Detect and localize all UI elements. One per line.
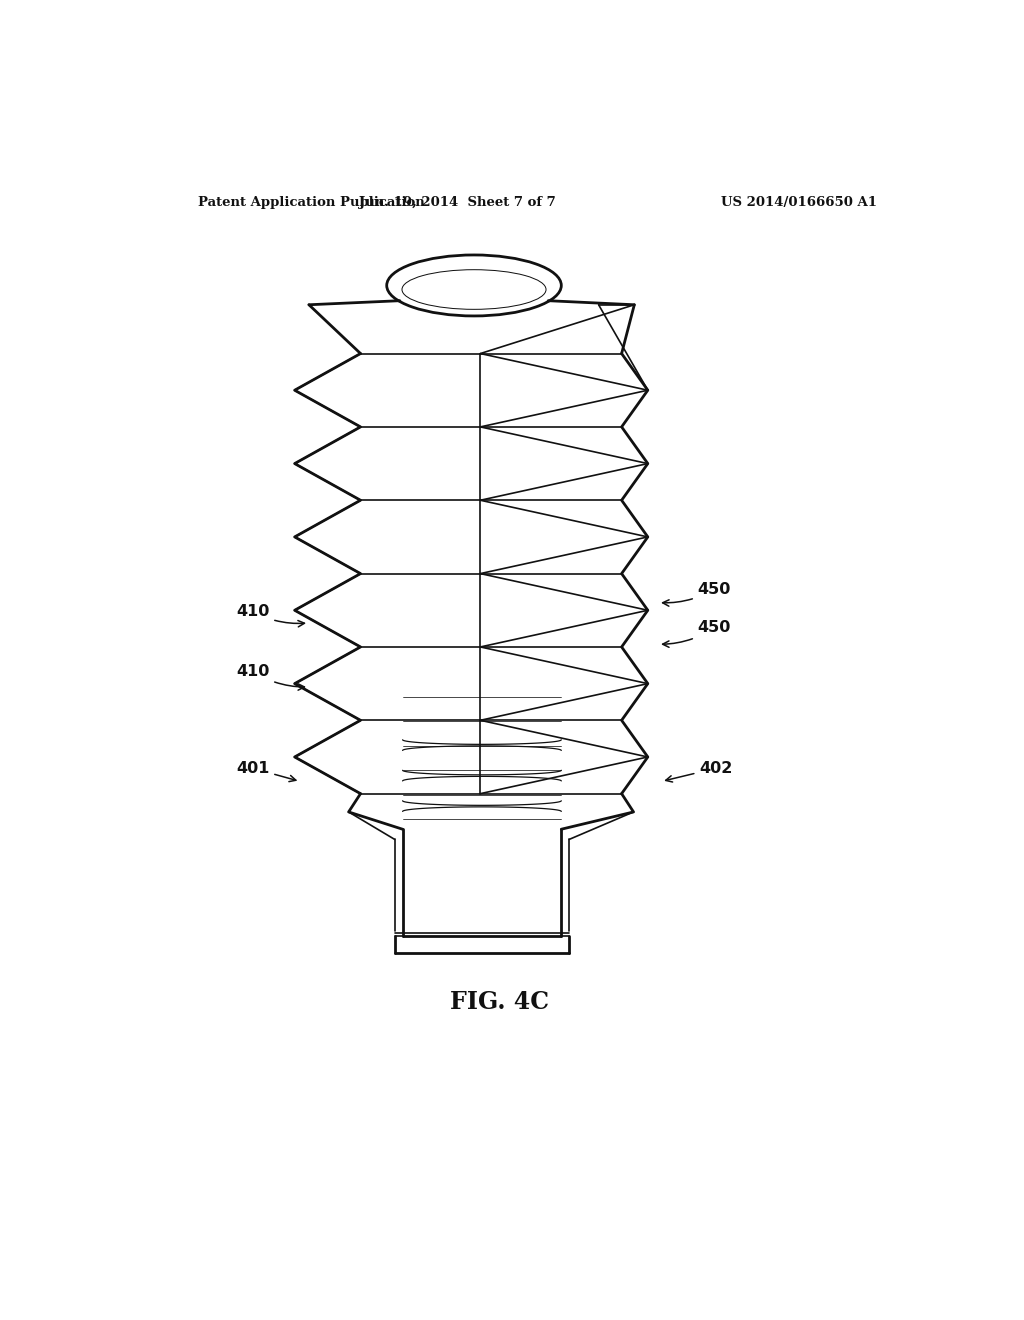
Text: 450: 450: [663, 620, 731, 647]
Text: US 2014/0166650 A1: US 2014/0166650 A1: [721, 195, 877, 209]
Text: 450: 450: [663, 582, 731, 606]
Text: FIG. 4C: FIG. 4C: [450, 990, 549, 1014]
Text: 402: 402: [666, 760, 733, 781]
Text: 401: 401: [236, 760, 296, 781]
Text: 410: 410: [236, 605, 304, 627]
Text: Jun. 19, 2014  Sheet 7 of 7: Jun. 19, 2014 Sheet 7 of 7: [359, 195, 556, 209]
Text: 410: 410: [236, 664, 304, 690]
Text: Patent Application Publication: Patent Application Publication: [198, 195, 425, 209]
